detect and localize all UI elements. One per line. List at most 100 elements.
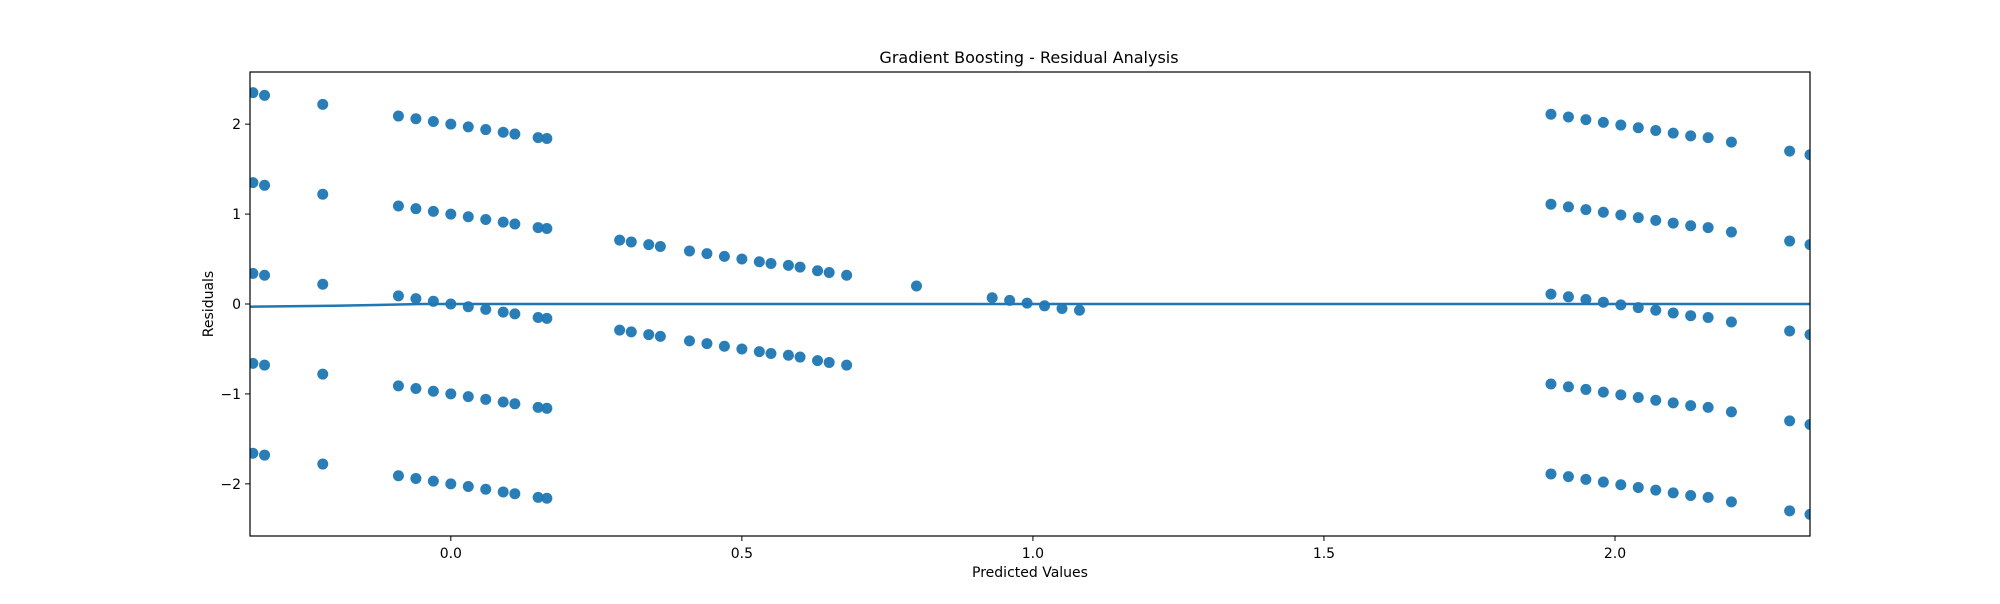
residual-point — [1597, 296, 1609, 308]
y-tick-label: 2 — [232, 117, 241, 133]
residual-point — [625, 326, 637, 338]
residual-point — [841, 359, 853, 371]
residual-point — [812, 355, 824, 367]
y-axis: −2 −1 0 1 2 — [220, 117, 250, 493]
residual-point — [701, 248, 713, 260]
residual-point — [1725, 316, 1737, 328]
residual-point — [532, 401, 544, 413]
residual-point — [480, 124, 492, 136]
residual-point — [812, 265, 824, 277]
residual-point — [410, 203, 422, 215]
residual-point — [1667, 127, 1679, 139]
residual-point — [1632, 481, 1644, 493]
residual-point — [541, 133, 553, 145]
residual-point — [427, 475, 439, 487]
residual-point — [497, 306, 509, 318]
residual-point — [1667, 307, 1679, 319]
residual-point — [1725, 226, 1737, 238]
residual-point — [1784, 415, 1796, 427]
residual-point — [614, 234, 626, 246]
residual-point — [782, 259, 794, 271]
residual-point — [259, 89, 271, 101]
residual-point — [497, 126, 509, 138]
residual-point — [1804, 419, 1810, 430]
residual-point — [1702, 401, 1714, 413]
residual-point — [532, 311, 544, 323]
trend-line — [250, 302, 1810, 308]
residual-point — [1545, 108, 1557, 120]
residual-point — [541, 222, 553, 234]
residual-point — [427, 115, 439, 127]
residual-point — [1615, 119, 1627, 131]
residual-point — [1702, 491, 1714, 503]
residual-point — [410, 472, 422, 484]
residual-point — [1597, 206, 1609, 218]
residual-point — [1580, 204, 1592, 216]
residual-point — [392, 200, 404, 212]
residual-point — [765, 347, 777, 359]
residual-point — [1545, 288, 1557, 300]
residual-point — [250, 267, 259, 279]
plot-area — [250, 87, 1810, 520]
residual-point — [1702, 132, 1714, 144]
residual-point — [736, 253, 748, 265]
residual-point — [1685, 490, 1697, 502]
residual-point — [1685, 400, 1697, 412]
residual-point — [1804, 329, 1810, 341]
residual-point — [509, 308, 521, 320]
residual-point — [718, 250, 730, 262]
residual-point — [497, 216, 509, 228]
residual-point — [317, 98, 329, 110]
residual-point — [1039, 300, 1051, 312]
residual-point — [250, 177, 259, 189]
residual-point — [462, 481, 474, 493]
y-axis-label: Residuals — [201, 271, 217, 337]
residual-point — [1580, 114, 1592, 126]
residual-point — [1685, 310, 1697, 322]
residual-point — [532, 491, 544, 503]
y-tick-label: 0 — [232, 297, 241, 313]
residual-point — [410, 383, 422, 395]
residual-point — [410, 293, 422, 305]
residual-point — [1650, 214, 1662, 226]
residual-point — [1667, 397, 1679, 409]
residual-point — [1804, 508, 1810, 520]
residual-point — [1667, 487, 1679, 499]
residual-point — [541, 492, 553, 504]
residual-point — [1685, 220, 1697, 232]
residual-point — [250, 447, 259, 459]
residual-point — [683, 245, 695, 257]
residual-point — [753, 346, 765, 358]
residual-point — [445, 208, 457, 220]
residual-point — [1615, 479, 1627, 491]
residual-point — [1725, 136, 1737, 148]
residual-point — [1632, 392, 1644, 404]
residual-point — [1562, 111, 1574, 123]
residual-point — [1562, 471, 1574, 483]
residual-point — [1562, 291, 1574, 303]
residual-point — [317, 188, 329, 200]
residual-point — [392, 380, 404, 392]
residual-point — [509, 398, 521, 410]
residual-point — [462, 121, 474, 133]
residual-point — [1073, 304, 1085, 316]
residual-point — [509, 218, 521, 230]
residual-point — [1667, 217, 1679, 229]
residual-point — [1545, 198, 1557, 210]
residual-point — [986, 292, 998, 304]
residual-point — [259, 179, 271, 191]
residual-point — [541, 312, 553, 324]
residual-point — [250, 357, 259, 369]
residual-point — [392, 110, 404, 122]
residual-point — [1650, 394, 1662, 406]
residual-point — [532, 222, 544, 234]
residual-point — [1562, 381, 1574, 393]
residual-point — [509, 128, 521, 140]
residual-point — [1580, 383, 1592, 395]
residual-point — [1804, 239, 1810, 251]
y-tick-label: −2 — [220, 477, 241, 493]
residual-point — [823, 356, 835, 368]
residual-point — [701, 338, 713, 350]
